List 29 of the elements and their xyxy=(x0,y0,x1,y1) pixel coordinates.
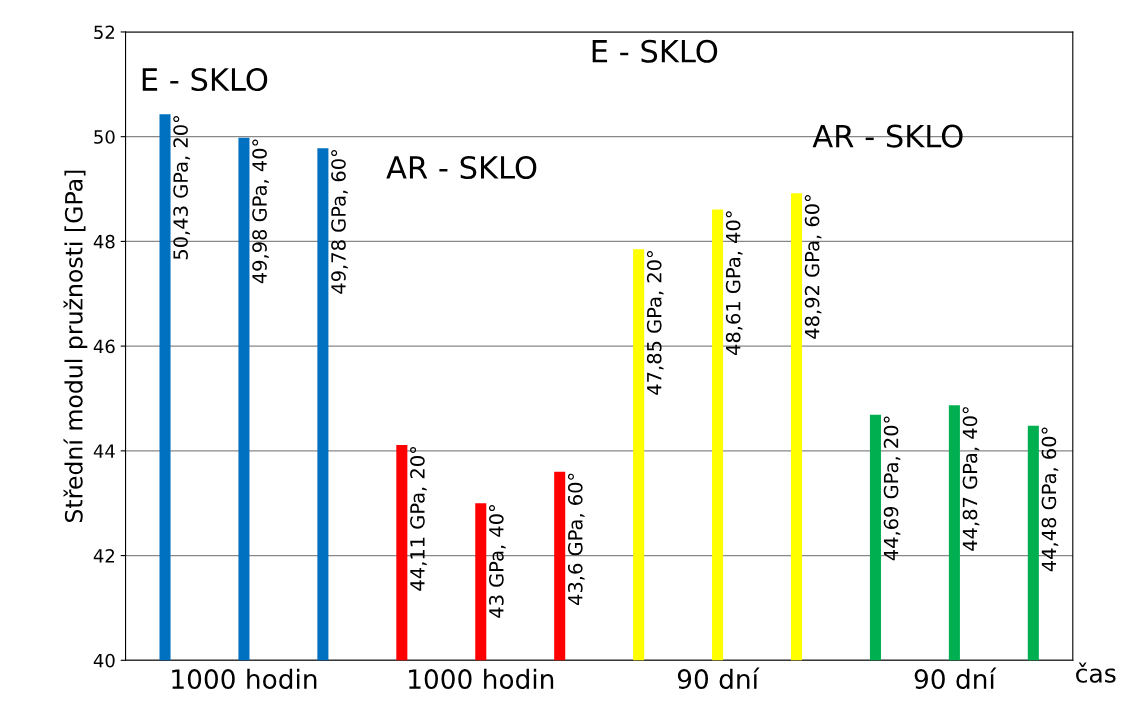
data-label: 49,78 GPa, 60° xyxy=(331,150,348,294)
y-tick-label: 50 xyxy=(94,130,115,144)
data-label: 48,92 GPa, 60° xyxy=(804,195,822,339)
annotation: E - SKLO xyxy=(592,39,718,63)
y-tick-label: 46 xyxy=(93,339,115,354)
y-tick-label: 40 xyxy=(93,653,115,668)
annotation: E - SKLO xyxy=(142,67,268,92)
data-label: 49,98 GPa, 40° xyxy=(252,139,269,284)
y-tick-label: 48 xyxy=(93,234,115,249)
annotation: AR - SKLO xyxy=(386,155,537,180)
x-tick-label: 90 dní xyxy=(914,667,997,690)
y-tick-label: 52 xyxy=(94,25,115,40)
data-label: 44,87 GPa, 40° xyxy=(962,407,980,551)
data-label: 47,85 GPa, 20° xyxy=(646,251,664,395)
data-label: 43,6 GPa, 60° xyxy=(567,473,585,605)
data-label: 44,69 GPa, 20° xyxy=(883,416,901,561)
annotation: AR - SKLO xyxy=(812,124,963,148)
data-label: 50,43 GPa, 20° xyxy=(173,116,190,260)
x-tick-label: 90 dní xyxy=(677,667,760,690)
x-tick-label: 1000 hodin xyxy=(172,668,317,690)
data-label: 48,61 GPa, 40° xyxy=(725,211,743,356)
data-label: 43 GPa, 40° xyxy=(489,505,506,618)
x-tick-label: 1000 hodin xyxy=(409,668,554,690)
x-axis-title: čas xyxy=(1076,662,1116,683)
y-tick-label: 42 xyxy=(93,549,115,563)
data-label: 44,11 GPa, 20° xyxy=(410,446,427,591)
y-axis-title: Střední modul pružnosti [GPa] xyxy=(63,170,88,522)
y-tick-label: 44 xyxy=(93,444,115,458)
data-label: 44,48 GPa, 60° xyxy=(1041,427,1059,572)
